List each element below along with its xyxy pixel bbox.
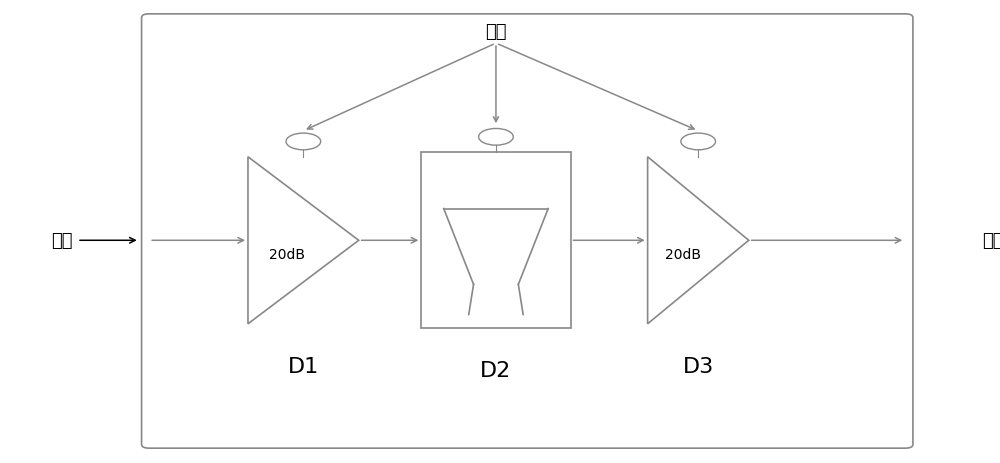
Text: 电源: 电源 [485,24,507,41]
Text: D1: D1 [288,356,319,376]
Text: 输入: 输入 [51,232,72,250]
Bar [421,153,571,329]
Text: 输出: 输出 [982,232,1000,250]
Text: D3: D3 [683,356,714,376]
Text: 20dB: 20dB [665,247,701,261]
Text: 20dB: 20dB [269,247,305,261]
Text: D2: D2 [480,360,512,381]
